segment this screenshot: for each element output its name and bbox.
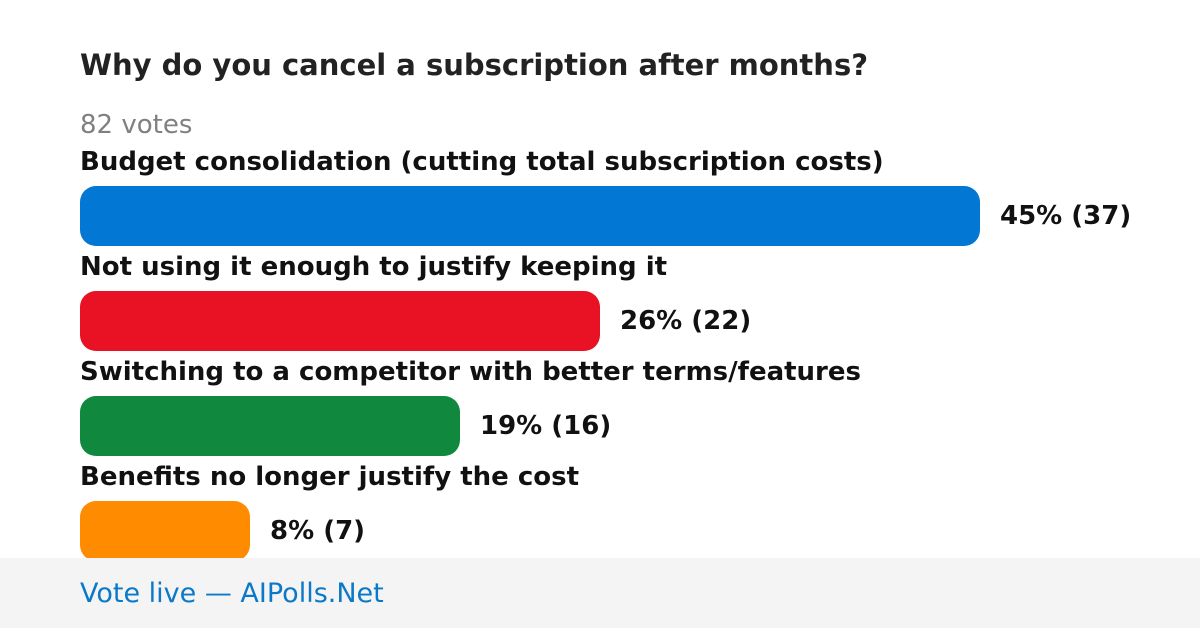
option-label: Benefits no longer justify the cost [80, 462, 580, 492]
option-value-label: 8% (7) [270, 516, 366, 546]
option-label: Budget consolidation (cutting total subs… [80, 147, 884, 177]
option-value-label: 45% (37) [1000, 201, 1132, 231]
option-bar [80, 186, 980, 246]
vote-count: 82 votes [80, 110, 193, 140]
option-value-label: 26% (22) [620, 306, 752, 336]
option-bar [80, 396, 460, 456]
footer: Vote live — AIPolls.Net [0, 558, 1200, 628]
option-bar [80, 501, 250, 561]
vote-live-link[interactable]: Vote live — AIPolls.Net [80, 578, 384, 609]
option-bar [80, 291, 600, 351]
option-value-label: 19% (16) [480, 411, 612, 441]
option-label: Switching to a competitor with better te… [80, 357, 861, 387]
poll-title: Why do you cancel a subscription after m… [80, 48, 869, 82]
option-label: Not using it enough to justify keeping i… [80, 252, 668, 282]
